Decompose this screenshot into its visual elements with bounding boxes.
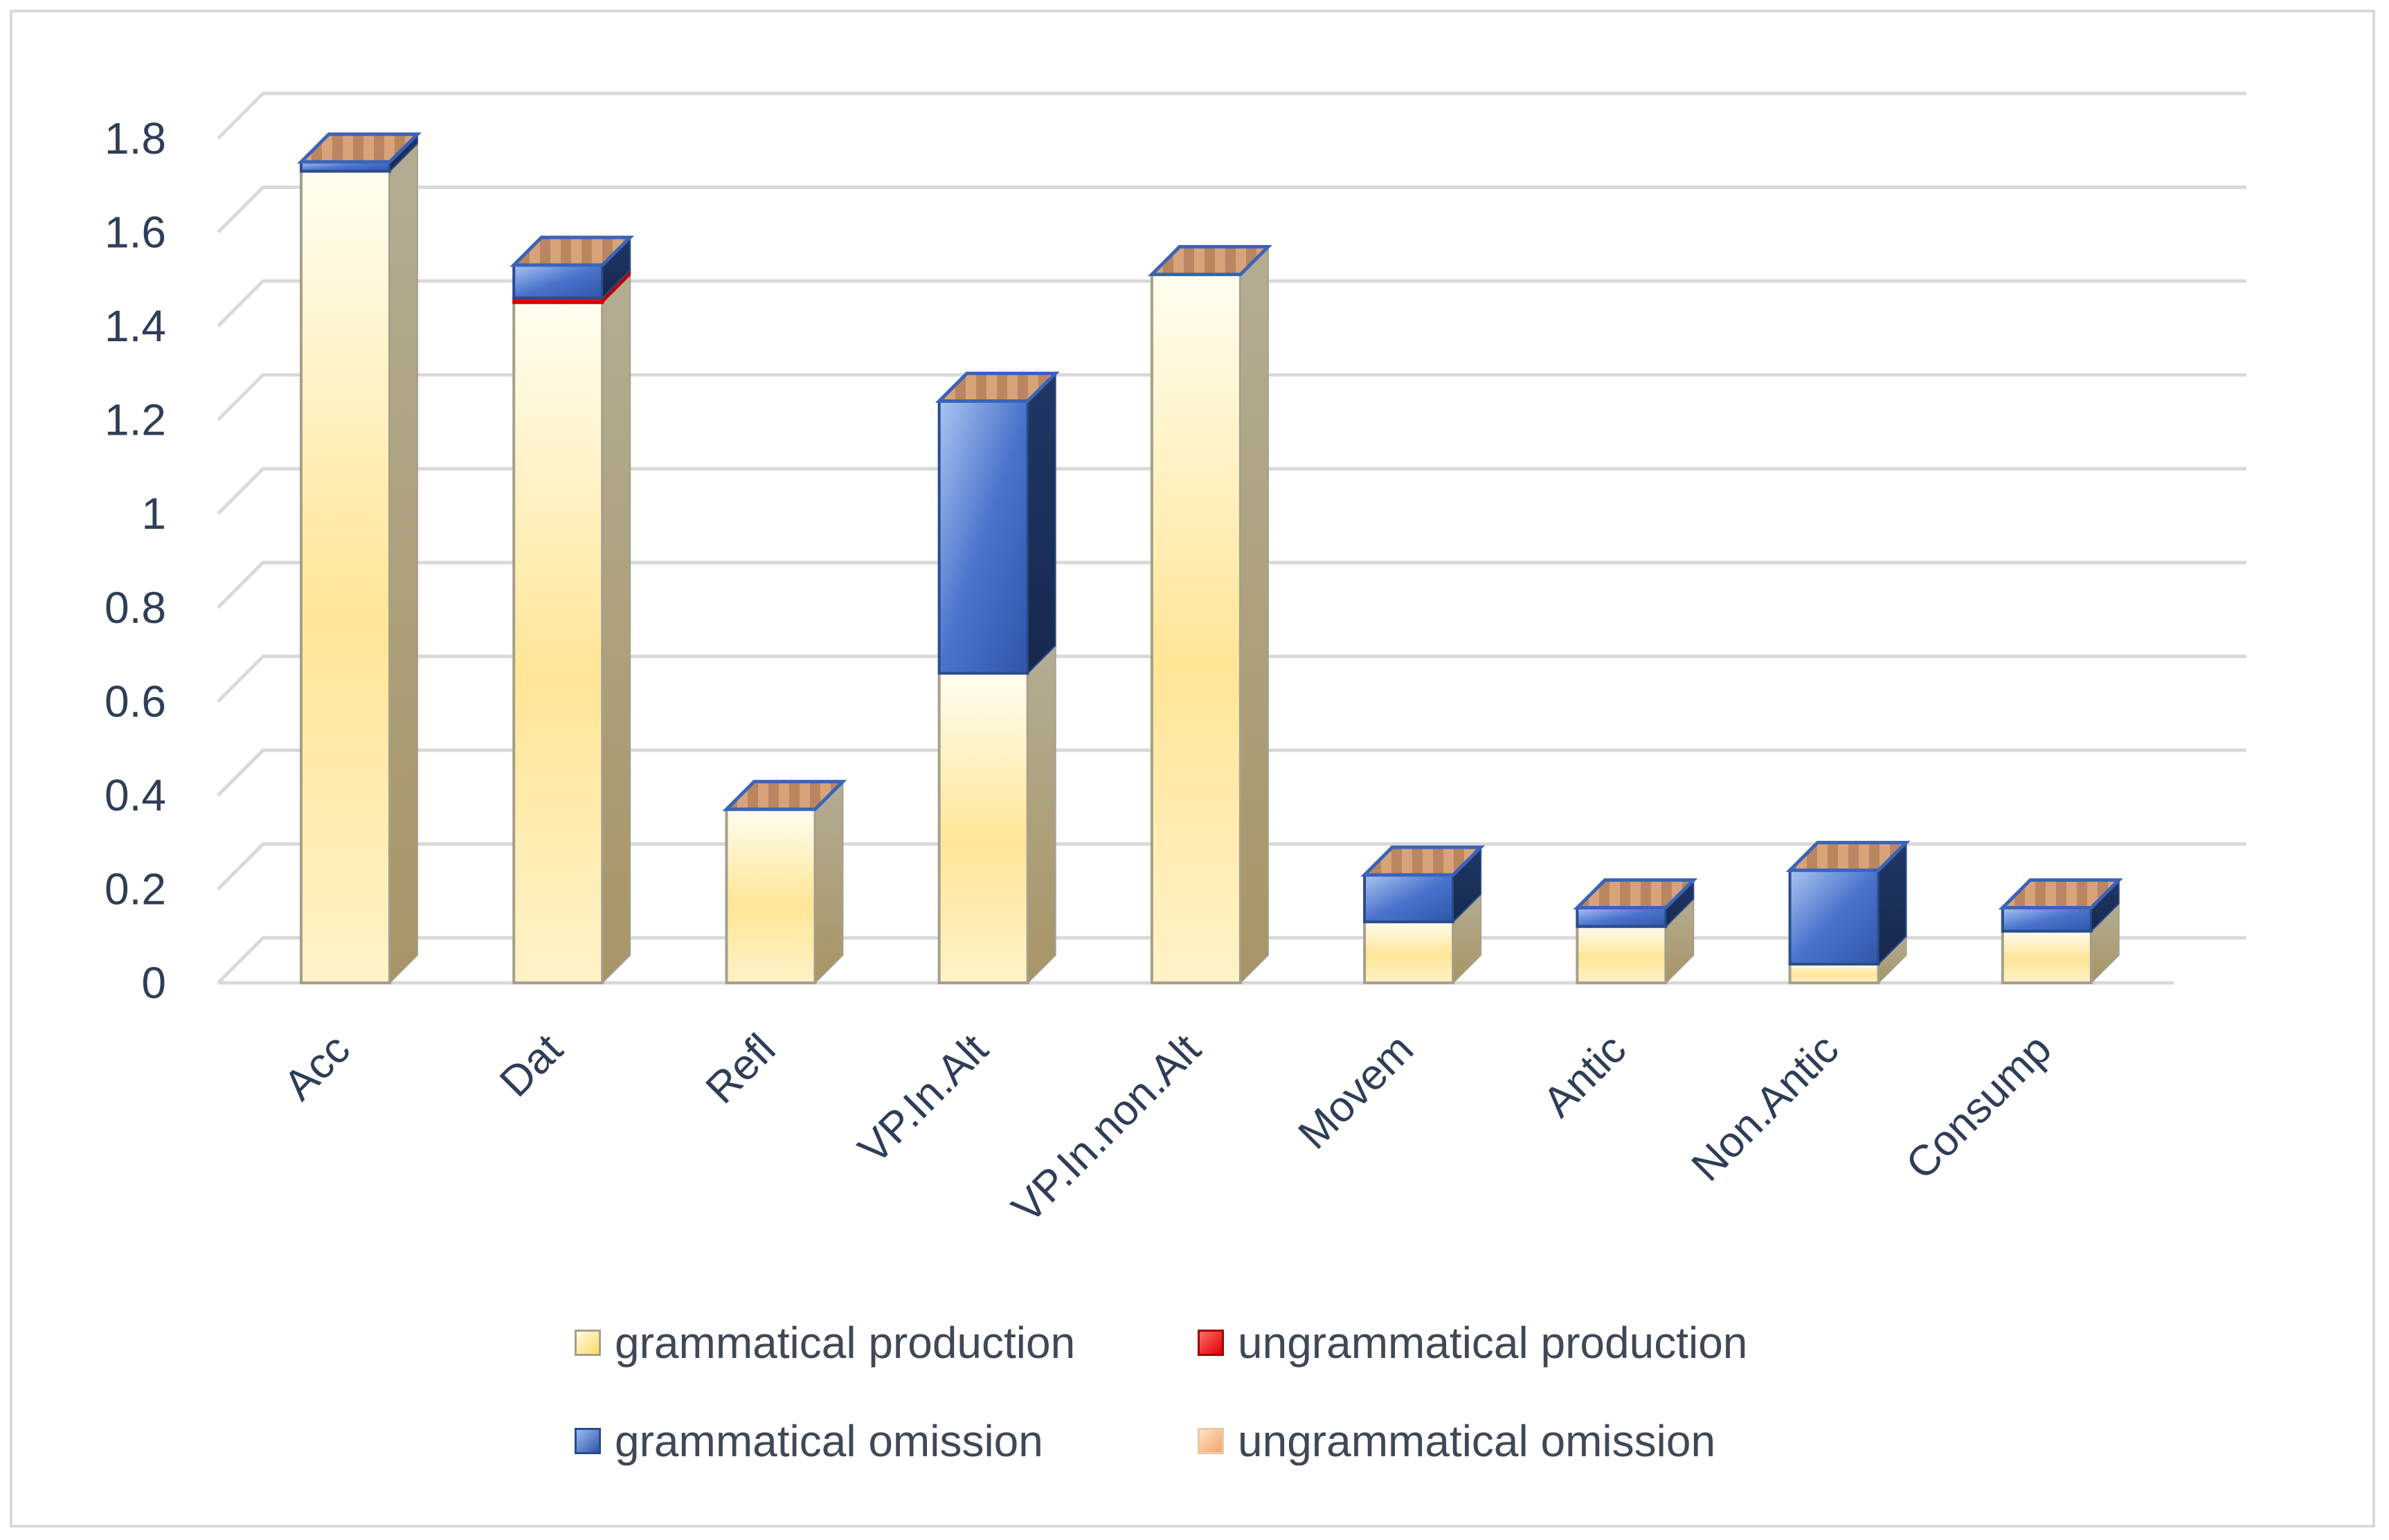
- y-tick-label: 1.8: [105, 114, 166, 163]
- bar-top-cap: [1147, 245, 1272, 277]
- y-tick-label: 1.2: [105, 395, 166, 445]
- bar-top-cap: [935, 372, 1060, 404]
- bar-segment-grammatical-production: [725, 808, 817, 984]
- legend-item-grammatical-production: grammatical production: [575, 1315, 1198, 1370]
- gridline: [217, 561, 2246, 609]
- y-tick-label: 0.2: [105, 864, 166, 914]
- bar-segment-grammatical-production: [300, 170, 391, 984]
- bar-side-grammatical-omission: [1027, 372, 1056, 676]
- x-category-label: Refl: [697, 1025, 785, 1113]
- bar-side-grammatical-production: [814, 779, 844, 985]
- bar-segment-grammatical-omission: [2001, 906, 2093, 933]
- bar-segment-grammatical-production: [937, 671, 1029, 985]
- legend: grammatical production ungrammatical pro…: [575, 1315, 1959, 1469]
- bar-segment-grammatical-production: [2001, 930, 2093, 985]
- gridline: [217, 466, 2246, 515]
- legend-item-grammatical-omission: grammatical omission: [575, 1413, 1198, 1469]
- bar-top-cap: [722, 779, 847, 811]
- legend-swatch-ungrammatical-production: [1198, 1330, 1224, 1356]
- bar-side-grammatical-production: [1239, 245, 1269, 985]
- y-tick-label: 0.8: [105, 583, 166, 633]
- legend-label: grammatical omission: [615, 1416, 1043, 1466]
- x-category-label: Acc: [275, 1025, 359, 1109]
- y-axis-ticks: 0 0.2 0.4 0.6 0.8 1 1.2 1.4 1.6 1.8: [105, 114, 166, 1008]
- bars: [296, 132, 2123, 985]
- legend-swatch-grammatical-production: [575, 1330, 601, 1356]
- legend-label: grammatical production: [615, 1318, 1076, 1368]
- bar-segment-grammatical-production: [512, 301, 604, 984]
- bar-segment-grammatical-omission: [937, 399, 1029, 675]
- bar-segment-grammatical-production: [1150, 273, 1242, 984]
- x-category-label: VP.In.non.Alt: [1003, 1025, 1210, 1232]
- bar-side-grammatical-production: [1027, 644, 1056, 985]
- gridline: [217, 748, 2246, 797]
- legend-label: ungrammatical production: [1238, 1318, 1748, 1368]
- x-category-label: Consump: [1897, 1025, 2060, 1188]
- y-tick-label: 1.6: [105, 208, 166, 257]
- bar-segment-grammatical-omission: [1788, 869, 1880, 966]
- gridline: [217, 654, 2246, 703]
- y-tick-label: 1: [141, 489, 166, 538]
- bar-top-cap: [510, 235, 635, 267]
- bar-segment-grammatical-production: [1788, 962, 1880, 985]
- gridline: [217, 279, 2246, 327]
- bar-side-grammatical-production: [602, 273, 631, 985]
- y-tick-label: 0.6: [105, 676, 166, 726]
- bar-segment-grammatical-omission: [512, 264, 604, 300]
- x-category-label: Dat: [491, 1025, 572, 1106]
- gridline: [217, 842, 2246, 891]
- bar-segment-grammatical-omission: [1363, 873, 1455, 923]
- x-category-label: VP.In.Alt: [849, 1025, 998, 1173]
- y-tick-label: 0: [141, 958, 166, 1008]
- bar-side-grammatical-production: [389, 142, 418, 985]
- gridline: [217, 91, 2246, 140]
- bar-top-cap: [1360, 845, 1486, 877]
- bar-top-cap: [1785, 840, 1911, 872]
- legend-label: ungrammatical omission: [1238, 1416, 1716, 1466]
- bar-segment-grammatical-production: [1363, 920, 1455, 985]
- legend-swatch-ungrammatical-omission: [1198, 1428, 1224, 1454]
- legend-swatch-grammatical-omission: [575, 1428, 601, 1454]
- bar-segment-grammatical-omission: [1576, 906, 1668, 928]
- gridline: [217, 185, 2246, 234]
- y-tick-label: 0.4: [105, 770, 166, 820]
- x-axis-categories: Acc Dat Refl VP.In.Alt VP.In.non.Alt Movem Ant…: [275, 1025, 2061, 1232]
- y-tick-label: 1.4: [105, 301, 166, 351]
- x-category-label: Movem: [1289, 1025, 1423, 1159]
- gridline: [217, 373, 2246, 422]
- bar-top-cap: [1573, 878, 1698, 910]
- bar-top-cap: [1998, 878, 2123, 910]
- legend-item-ungrammatical-omission: ungrammatical omission: [1198, 1413, 1890, 1469]
- legend-item-ungrammatical-production: ungrammatical production: [1198, 1315, 1890, 1370]
- x-category-label: Non.Antic: [1683, 1025, 1848, 1190]
- bar-segment-grammatical-production: [1576, 925, 1668, 984]
- bar-top-cap: [296, 132, 422, 164]
- x-category-label: Antic: [1534, 1025, 1635, 1126]
